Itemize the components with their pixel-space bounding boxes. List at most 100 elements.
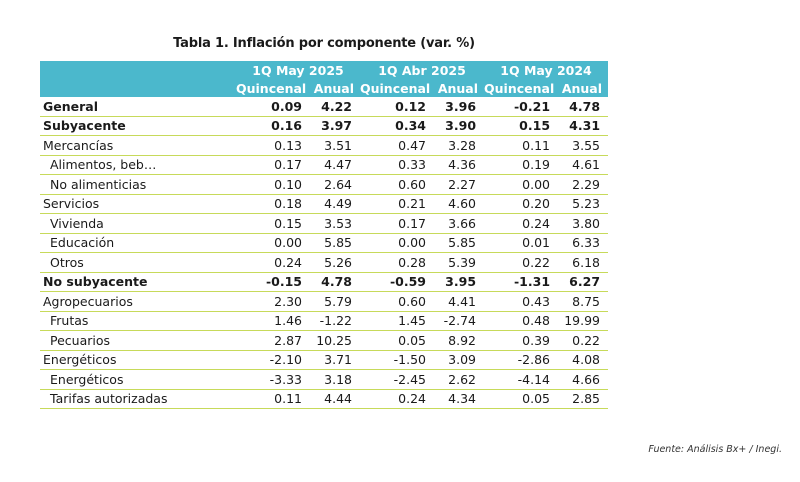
table-row: Agropecuarios 2.30 5.79 0.60 4.41 0.43 8… bbox=[40, 291, 609, 312]
subheader-quincenal: Quincenal bbox=[484, 80, 559, 97]
row-label: Mercancías bbox=[40, 135, 236, 156]
cell-value: 0.43 bbox=[484, 291, 559, 312]
cell-value: 4.31 bbox=[558, 116, 609, 136]
cell-value: 0.11 bbox=[484, 135, 559, 156]
cell-value: -3.33 bbox=[236, 369, 310, 390]
cell-value: 5.23 bbox=[558, 194, 609, 214]
cell-value: 10.25 bbox=[310, 330, 360, 351]
row-label: Frutas bbox=[40, 311, 236, 331]
period-header: 1Q May 2025 bbox=[236, 61, 360, 80]
cell-value: 0.12 bbox=[360, 97, 434, 117]
table-row: Educación 0.00 5.85 0.00 5.85 0.01 6.33 bbox=[40, 233, 609, 253]
cell-value: 0.10 bbox=[236, 174, 310, 195]
cell-value: 0.28 bbox=[360, 252, 434, 273]
cell-value: 0.24 bbox=[236, 252, 310, 273]
cell-value: 5.39 bbox=[434, 252, 485, 273]
cell-value: 0.20 bbox=[484, 194, 559, 214]
row-label: Energéticos bbox=[40, 350, 236, 370]
row-label: Tarifas autorizadas bbox=[40, 389, 236, 409]
table-row: Subyacente 0.16 3.97 0.34 3.90 0.15 4.31 bbox=[40, 116, 609, 136]
cell-value: 0.21 bbox=[360, 194, 434, 214]
cell-value: 4.61 bbox=[558, 155, 609, 175]
table-row: Vivienda 0.15 3.53 0.17 3.66 0.24 3.80 bbox=[40, 213, 609, 234]
cell-value: 5.85 bbox=[310, 233, 360, 253]
cell-value: 3.28 bbox=[434, 135, 485, 156]
table-row: Pecuarios 2.87 10.25 0.05 8.92 0.39 0.22 bbox=[40, 330, 609, 351]
header-blank bbox=[40, 61, 236, 80]
cell-value: 0.01 bbox=[484, 233, 559, 253]
cell-value: 4.41 bbox=[434, 291, 485, 312]
cell-value: 8.75 bbox=[558, 291, 609, 312]
cell-value: 4.22 bbox=[310, 97, 360, 117]
row-label: Servicios bbox=[40, 194, 236, 214]
period-header-row: 1Q May 2025 1Q Abr 2025 1Q May 2024 bbox=[40, 61, 609, 80]
cell-value: 3.71 bbox=[310, 350, 360, 370]
cell-value: 8.92 bbox=[434, 330, 485, 351]
subheader-row: Quincenal Anual Quincenal Anual Quincena… bbox=[40, 80, 609, 97]
cell-value: 5.85 bbox=[434, 233, 485, 253]
cell-value: 3.18 bbox=[310, 369, 360, 390]
cell-value: 0.17 bbox=[360, 213, 434, 234]
cell-value: 0.18 bbox=[236, 194, 310, 214]
cell-value: -1.31 bbox=[484, 272, 559, 292]
cell-value: 4.47 bbox=[310, 155, 360, 175]
cell-value: 3.51 bbox=[310, 135, 360, 156]
subheader-quincenal: Quincenal bbox=[360, 80, 434, 97]
table-title: Tabla 1. Inflación por componente (var. … bbox=[173, 36, 475, 51]
row-label: General bbox=[40, 97, 236, 117]
cell-value: 19.99 bbox=[558, 311, 609, 331]
cell-value: 0.47 bbox=[360, 135, 434, 156]
cell-value: -2.10 bbox=[236, 350, 310, 370]
cell-value: -2.45 bbox=[360, 369, 434, 390]
table-row: Alimentos, beb… 0.17 4.47 0.33 4.36 0.19… bbox=[40, 155, 609, 175]
cell-value: 0.19 bbox=[484, 155, 559, 175]
cell-value: 2.62 bbox=[434, 369, 485, 390]
cell-value: 3.53 bbox=[310, 213, 360, 234]
cell-value: 4.08 bbox=[558, 350, 609, 370]
cell-value: 1.46 bbox=[236, 311, 310, 331]
period-header: 1Q Abr 2025 bbox=[360, 61, 485, 80]
table-row: Energéticos -2.10 3.71 -1.50 3.09 -2.86 … bbox=[40, 350, 609, 370]
table-row: No alimenticias 0.10 2.64 0.60 2.27 0.00… bbox=[40, 174, 609, 195]
cell-value: 0.15 bbox=[236, 213, 310, 234]
cell-value: 0.24 bbox=[484, 213, 559, 234]
table-row: Energéticos -3.33 3.18 -2.45 2.62 -4.14 … bbox=[40, 369, 609, 390]
cell-value: 0.39 bbox=[484, 330, 559, 351]
cell-value: 4.36 bbox=[434, 155, 485, 175]
cell-value: 2.87 bbox=[236, 330, 310, 351]
cell-value: 2.29 bbox=[558, 174, 609, 195]
period-header: 1Q May 2024 bbox=[484, 61, 609, 80]
cell-value: 0.00 bbox=[360, 233, 434, 253]
cell-value: 0.00 bbox=[236, 233, 310, 253]
cell-value: 4.49 bbox=[310, 194, 360, 214]
cell-value: 4.66 bbox=[558, 369, 609, 390]
subheader-quincenal: Quincenal bbox=[236, 80, 310, 97]
table-row: Tarifas autorizadas 0.11 4.44 0.24 4.34 … bbox=[40, 389, 609, 409]
cell-value: 0.33 bbox=[360, 155, 434, 175]
row-label: Energéticos bbox=[40, 369, 236, 390]
cell-value: 1.45 bbox=[360, 311, 434, 331]
cell-value: 6.18 bbox=[558, 252, 609, 273]
cell-value: 3.66 bbox=[434, 213, 485, 234]
cell-value: 0.00 bbox=[484, 174, 559, 195]
cell-value: -0.21 bbox=[484, 97, 559, 117]
subheader-anual: Anual bbox=[310, 80, 360, 97]
row-label: Alimentos, beb… bbox=[40, 155, 236, 175]
inflation-table: 1Q May 2025 1Q Abr 2025 1Q May 2024 Quin… bbox=[40, 61, 609, 409]
cell-value: 2.85 bbox=[558, 389, 609, 409]
cell-value: 3.97 bbox=[310, 116, 360, 136]
row-label: Subyacente bbox=[40, 116, 236, 136]
row-label: Agropecuarios bbox=[40, 291, 236, 312]
cell-value: 5.26 bbox=[310, 252, 360, 273]
cell-value: 3.90 bbox=[434, 116, 485, 136]
cell-value: 0.60 bbox=[360, 174, 434, 195]
cell-value: 5.79 bbox=[310, 291, 360, 312]
table-row: Frutas 1.46 -1.22 1.45 -2.74 0.48 19.99 bbox=[40, 311, 609, 331]
cell-value: 4.44 bbox=[310, 389, 360, 409]
cell-value: 0.16 bbox=[236, 116, 310, 136]
table-row: General 0.09 4.22 0.12 3.96 -0.21 4.78 bbox=[40, 97, 609, 117]
table-row: No subyacente -0.15 4.78 -0.59 3.95 -1.3… bbox=[40, 272, 609, 292]
cell-value: -0.15 bbox=[236, 272, 310, 292]
cell-value: 0.22 bbox=[484, 252, 559, 273]
row-label: No subyacente bbox=[40, 272, 236, 292]
